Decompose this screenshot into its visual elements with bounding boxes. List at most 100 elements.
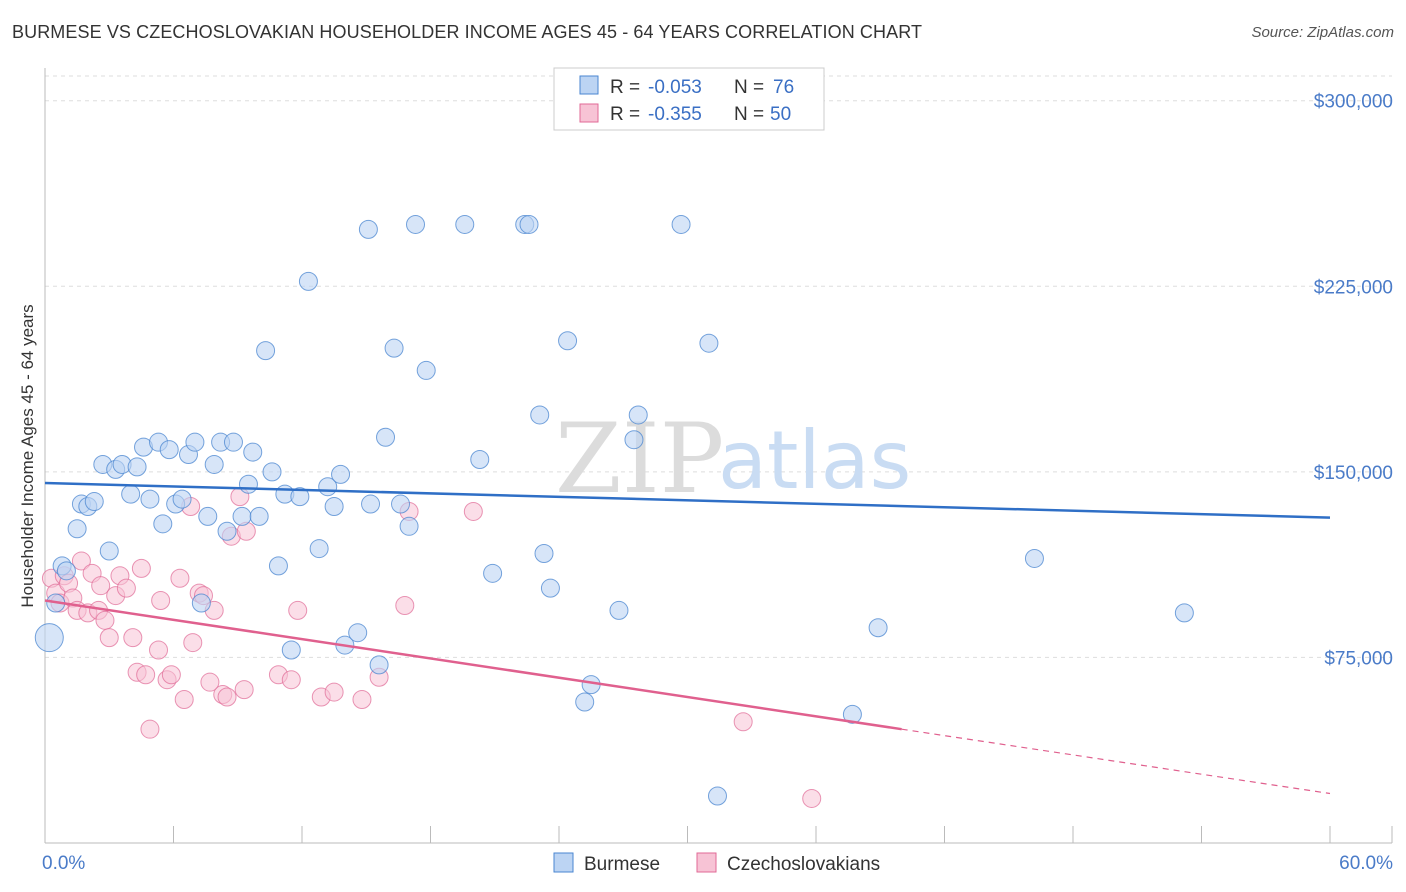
burmese-point (575, 692, 595, 712)
czech-point (131, 558, 151, 578)
czech-point (140, 719, 160, 739)
bottom-legend-swatch-czech (696, 852, 717, 873)
burmese-point (223, 432, 243, 452)
burmese-points (34, 214, 1194, 806)
burmese-point (232, 506, 252, 526)
trend-lines (44, 481, 1331, 795)
burmese-point (391, 494, 411, 514)
burmese-point (67, 519, 87, 539)
czech-point (136, 665, 156, 685)
burmese-point (842, 704, 862, 724)
czech-point (281, 670, 301, 690)
burmese-point (140, 489, 160, 509)
czech-point (71, 551, 91, 571)
x-tick-label-max: 60.0% (1339, 853, 1393, 874)
czech-point (149, 640, 169, 660)
burmese-point (198, 506, 218, 526)
czech-point (200, 672, 220, 692)
czech-point (733, 712, 753, 732)
chart-source: Source: ZipAtlas.com (1251, 24, 1394, 41)
burmese-point (281, 640, 301, 660)
burmese-point (406, 214, 426, 234)
legend-r-label-czech: R = (610, 104, 640, 125)
bottom-legend: Burmese Czechoslovakians (553, 852, 880, 875)
burmese-point (530, 405, 550, 425)
czech-point (395, 595, 415, 615)
burmese-point (707, 786, 727, 806)
czech-point (324, 682, 344, 702)
watermark-atlas: atlas (718, 414, 911, 507)
czech-point (352, 689, 372, 709)
burmese-point (699, 333, 719, 353)
burmese-point (470, 450, 490, 469)
burmese-point (34, 623, 64, 653)
y-tick-label: $75,000 (1324, 648, 1393, 669)
burmese-point (376, 427, 396, 447)
czech-point (95, 610, 115, 630)
burmese-point (369, 655, 389, 675)
bottom-legend-label-czech: Czechoslovakians (727, 854, 880, 875)
burmese-point (238, 474, 258, 494)
burmese-point (361, 494, 381, 514)
burmese-point (558, 331, 578, 351)
y-tick-labels: $75,000 $150,000 $225,000 $300,000 (1314, 92, 1393, 670)
burmese-point (1024, 548, 1044, 568)
y-tick-label: $150,000 (1314, 463, 1393, 484)
burmese-point (268, 556, 288, 576)
burmese-point (84, 492, 104, 512)
axes (44, 68, 1393, 844)
czech-point (174, 689, 194, 709)
legend-n-label-burmese: N = (734, 77, 764, 98)
burmese-point (331, 464, 351, 484)
burmese-point (243, 442, 263, 462)
burmese-point (348, 623, 368, 643)
burmese-point (172, 489, 192, 509)
czech-point (123, 628, 143, 648)
czech-point (217, 687, 237, 707)
y-axis-title: Householder Income Ages 45 - 64 years (18, 304, 37, 607)
burmese-point (159, 440, 179, 460)
burmese-point (416, 360, 436, 380)
burmese-point (185, 432, 205, 452)
burmese-point (483, 563, 503, 583)
czech-point (183, 633, 203, 653)
legend-swatch-burmese (579, 75, 599, 95)
czech-point (288, 600, 308, 620)
burmese-point (324, 497, 344, 517)
czech-point (234, 680, 254, 700)
burmese-point (127, 457, 147, 477)
burmese-point (540, 578, 560, 598)
chart-title: BURMESE VS CZECHOSLOVAKIAN HOUSEHOLDER I… (12, 22, 923, 42)
burmese-point (121, 484, 141, 504)
burmese-point (628, 405, 648, 425)
burmese-point (204, 454, 224, 474)
czech-point (170, 568, 190, 588)
czech-trend-line (44, 599, 902, 731)
czech-point (91, 576, 111, 596)
burmese-point (609, 600, 629, 620)
bottom-legend-swatch-burmese (553, 852, 574, 873)
legend-n-label-czech: N = (734, 104, 764, 125)
burmese-point (262, 462, 282, 482)
burmese-point (191, 593, 211, 613)
legend-n-value-czech: 50 (770, 104, 791, 125)
top-legend: R = -0.053 N = 76 R = -0.355 N = 50 (553, 67, 825, 131)
burmese-point (399, 516, 419, 536)
czech-point (151, 591, 171, 611)
burmese-point (99, 541, 119, 561)
burmese-point (309, 539, 329, 559)
y-tick-label: $300,000 (1314, 92, 1393, 113)
burmese-point (56, 561, 76, 581)
bottom-legend-label-burmese: Burmese (584, 854, 660, 875)
czech-point (161, 665, 181, 685)
czech-point (99, 628, 119, 648)
legend-n-value-burmese: 76 (773, 77, 794, 98)
burmese-point (455, 214, 475, 234)
burmese-point (249, 506, 269, 526)
burmese-trend-line (44, 481, 1331, 519)
burmese-point (534, 544, 554, 564)
czech-point (802, 788, 822, 808)
burmese-point (256, 341, 276, 361)
legend-r-value-czech: -0.355 (648, 104, 702, 125)
